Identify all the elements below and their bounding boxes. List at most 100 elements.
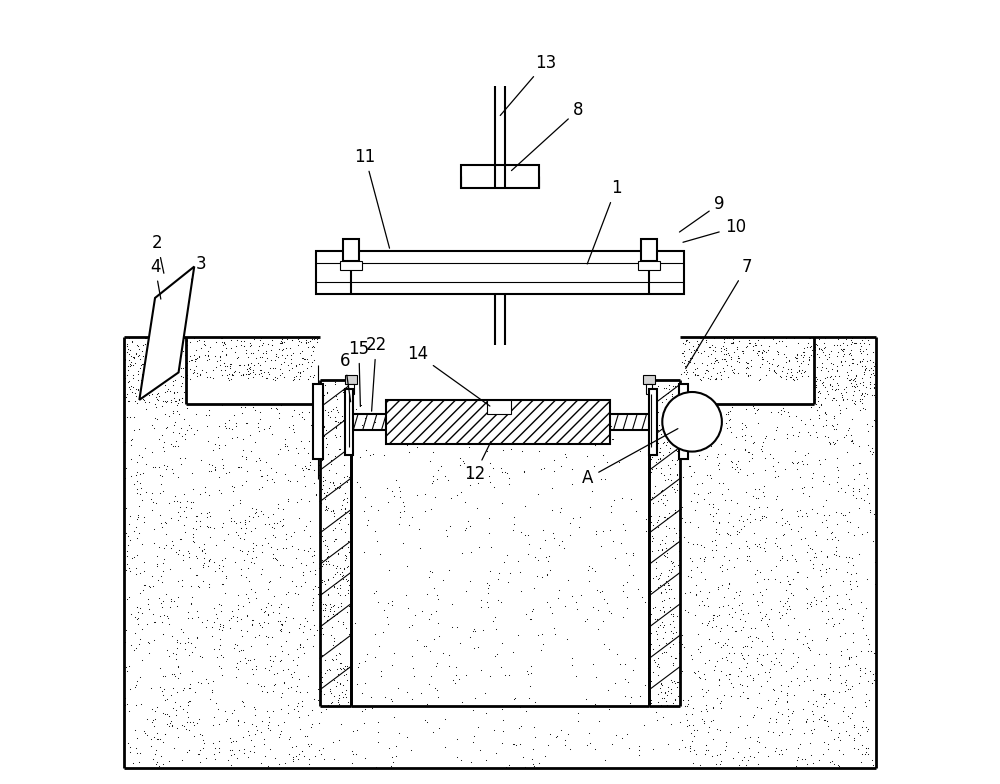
- Point: [425, 445, 441, 458]
- Point: [805, 350, 821, 362]
- Point: [783, 371, 799, 383]
- Point: [273, 617, 289, 630]
- Point: [198, 409, 214, 422]
- Point: [501, 478, 517, 491]
- Point: [793, 533, 809, 546]
- Bar: [386, 400, 610, 444]
- Point: [185, 528, 201, 540]
- Point: [761, 716, 777, 728]
- Point: [325, 762, 341, 775]
- Point: [142, 581, 158, 593]
- Point: [337, 688, 353, 701]
- Point: [726, 367, 742, 379]
- Point: [819, 550, 835, 562]
- Point: [758, 368, 774, 381]
- Point: [507, 691, 523, 704]
- Point: [334, 570, 350, 583]
- Point: [742, 630, 758, 642]
- Point: [655, 621, 671, 633]
- Point: [840, 683, 856, 695]
- Point: [847, 372, 863, 384]
- Point: [119, 345, 135, 358]
- Point: [754, 590, 770, 602]
- Point: [427, 491, 443, 503]
- Point: [725, 752, 741, 764]
- Point: [502, 567, 518, 579]
- Point: [653, 485, 669, 497]
- Point: [238, 368, 254, 380]
- Point: [129, 532, 145, 544]
- Point: [269, 543, 285, 556]
- Point: [503, 442, 519, 455]
- Point: [831, 660, 847, 673]
- Point: [868, 372, 884, 385]
- Point: [793, 349, 809, 361]
- Point: [867, 513, 883, 525]
- Point: [454, 696, 470, 709]
- Point: [774, 551, 790, 564]
- Point: [171, 332, 187, 345]
- Point: [718, 541, 734, 554]
- Point: [141, 579, 157, 592]
- Point: [272, 614, 288, 626]
- Point: [159, 708, 175, 720]
- Point: [162, 341, 178, 354]
- Point: [458, 585, 474, 597]
- Point: [814, 580, 830, 593]
- Point: [258, 345, 274, 358]
- Point: [119, 665, 135, 677]
- Point: [128, 561, 144, 574]
- Point: [683, 495, 699, 507]
- Point: [808, 426, 824, 438]
- Point: [235, 433, 251, 445]
- Point: [672, 376, 688, 388]
- Point: [741, 337, 757, 350]
- Point: [314, 587, 330, 600]
- Point: [273, 624, 289, 637]
- Point: [127, 681, 143, 693]
- Point: [140, 636, 156, 648]
- Point: [200, 345, 216, 358]
- Point: [564, 659, 580, 671]
- Point: [809, 372, 825, 385]
- Point: [734, 430, 750, 442]
- Point: [802, 737, 818, 750]
- Point: [170, 659, 186, 672]
- Point: [225, 735, 241, 748]
- Point: [661, 417, 677, 430]
- Point: [846, 718, 862, 731]
- Point: [818, 598, 834, 611]
- Point: [705, 608, 721, 621]
- Point: [431, 722, 447, 735]
- Point: [173, 342, 189, 354]
- Point: [867, 390, 883, 403]
- Point: [830, 759, 846, 771]
- Point: [123, 379, 139, 392]
- Point: [766, 433, 782, 445]
- Point: [719, 422, 735, 434]
- Point: [813, 364, 829, 376]
- Point: [247, 436, 263, 448]
- Point: [296, 543, 312, 556]
- Point: [173, 370, 189, 383]
- Point: [271, 406, 287, 419]
- Point: [657, 583, 673, 596]
- Point: [815, 585, 831, 597]
- Point: [752, 372, 768, 385]
- Point: [648, 570, 664, 583]
- Point: [795, 637, 811, 650]
- Point: [820, 743, 836, 756]
- Point: [169, 641, 185, 654]
- Point: [201, 404, 217, 416]
- Point: [671, 383, 687, 395]
- Point: [123, 470, 139, 482]
- Point: [317, 654, 333, 666]
- Point: [242, 429, 258, 441]
- Point: [769, 421, 785, 434]
- Point: [238, 344, 254, 357]
- Point: [119, 550, 135, 562]
- Point: [606, 494, 622, 506]
- Point: [714, 579, 730, 592]
- Point: [723, 426, 739, 438]
- Point: [683, 727, 699, 739]
